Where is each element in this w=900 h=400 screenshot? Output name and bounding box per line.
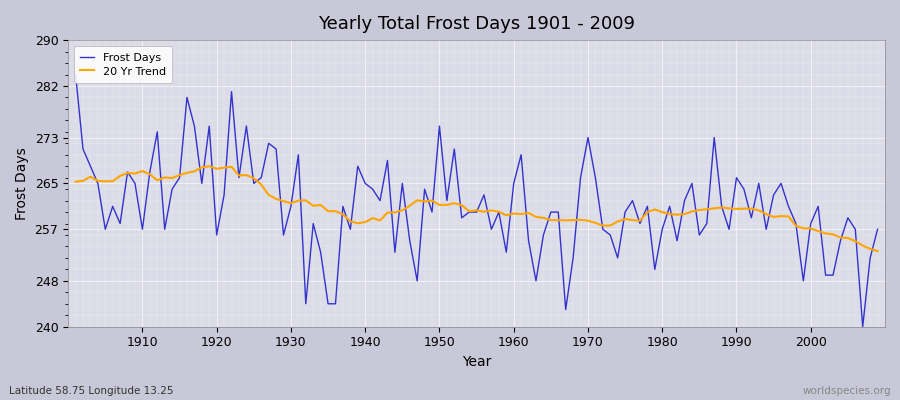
- 20 Yr Trend: [605, 223, 616, 228]
- Title: Yearly Total Frost Days 1901 - 2009: Yearly Total Frost Days 1901 - 2009: [318, 15, 635, 33]
- Frost Days: [598, 227, 608, 232]
- Legend: Frost Days, 20 Yr Trend: Frost Days, 20 Yr Trend: [74, 46, 173, 83]
- Frost Days: [501, 250, 512, 255]
- Line: 20 Yr Trend: 20 Yr Trend: [76, 166, 878, 251]
- Frost Days: [858, 324, 868, 329]
- Frost Days: [508, 181, 519, 186]
- 20 Yr Trend: [203, 164, 214, 169]
- 20 Yr Trend: [516, 212, 526, 216]
- 20 Yr Trend: [508, 211, 519, 216]
- Frost Days: [70, 72, 81, 77]
- 20 Yr Trend: [301, 198, 311, 203]
- 20 Yr Trend: [70, 179, 81, 184]
- 20 Yr Trend: [130, 171, 140, 176]
- X-axis label: Year: Year: [462, 355, 491, 369]
- Line: Frost Days: Frost Days: [76, 74, 878, 327]
- Frost Days: [130, 181, 140, 186]
- 20 Yr Trend: [872, 249, 883, 254]
- Y-axis label: Frost Days: Frost Days: [15, 147, 29, 220]
- Text: Latitude 58.75 Longitude 13.25: Latitude 58.75 Longitude 13.25: [9, 386, 174, 396]
- Frost Days: [293, 152, 304, 157]
- Frost Days: [872, 227, 883, 232]
- Frost Days: [338, 204, 348, 209]
- 20 Yr Trend: [345, 219, 356, 224]
- Text: worldspecies.org: worldspecies.org: [803, 386, 891, 396]
